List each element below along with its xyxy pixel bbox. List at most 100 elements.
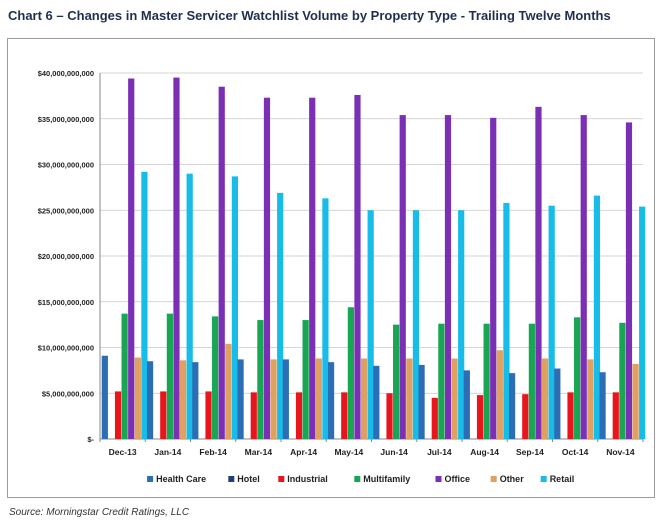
- bar-retail: [322, 198, 329, 439]
- bar-other: [315, 358, 322, 439]
- bar-industrial: [612, 392, 619, 439]
- legend-label: Hotel: [237, 474, 259, 484]
- bar-retail: [231, 176, 239, 439]
- legend-swatch: [147, 476, 154, 482]
- bar-multifamily: [166, 313, 173, 439]
- y-tick-label: $25,000,000,000: [38, 206, 94, 215]
- bar-office: [535, 106, 542, 439]
- legend-label: Other: [500, 474, 525, 484]
- bar-retail: [639, 206, 646, 439]
- bar-other: [225, 343, 232, 439]
- bar-multifamily: [528, 323, 535, 439]
- x-tick-labels: Dec-13 Jan-14 Feb-14 Mar-14 Apr-14 May-14 Jun-…: [109, 447, 635, 457]
- bar-other: [632, 363, 639, 439]
- x-tick-label: Dec-13: [109, 447, 137, 457]
- bar-retail: [367, 210, 374, 439]
- bar-other: [179, 360, 187, 439]
- bar-other: [134, 357, 141, 439]
- bar-office: [580, 115, 587, 439]
- bar-industrial: [476, 395, 484, 439]
- chart-title: Chart 6 – Changes in Master Servicer Wat…: [8, 8, 611, 23]
- bar-industrial: [522, 394, 529, 439]
- bar-other: [496, 350, 503, 439]
- bar-retail: [277, 192, 284, 439]
- source-note: Source: Morningstar Credit Ratings, LLC: [9, 507, 190, 518]
- bar-office: [354, 94, 361, 440]
- bar-office: [128, 78, 135, 440]
- bar-industrial: [431, 397, 438, 439]
- bar-health-care: [418, 364, 425, 439]
- bars: [101, 77, 646, 440]
- bar-health-care: [373, 365, 380, 439]
- x-tick-label: Aug-14: [470, 447, 499, 457]
- bar-multifamily: [574, 317, 581, 439]
- bar-office: [263, 97, 271, 439]
- x-tick-label: Oct-14: [562, 447, 589, 457]
- bar-other: [451, 358, 458, 439]
- bar-industrial: [160, 391, 167, 439]
- legend-swatch: [490, 476, 497, 482]
- y-tick-label: $15,000,000,000: [38, 298, 94, 307]
- bar-multifamily: [438, 323, 445, 439]
- y-tick-labels: $- $5,000,000,000 $10,000,000,000 $15,000,0…: [38, 69, 95, 444]
- legend-label: Health Care: [156, 474, 206, 484]
- bar-office: [173, 77, 180, 439]
- x-tick-label: Apr-14: [290, 447, 317, 457]
- legend-label: Industrial: [287, 474, 328, 484]
- x-tick-label: Feb-14: [199, 447, 227, 457]
- bar-health-care: [237, 359, 244, 439]
- bar-multifamily: [257, 320, 264, 439]
- bar-retail: [186, 173, 193, 439]
- y-tick-label: $5,000,000,000: [42, 389, 94, 398]
- y-tick-label: $35,000,000,000: [38, 115, 94, 124]
- bar-office: [444, 115, 452, 439]
- bar-office: [490, 117, 497, 440]
- legend-label: Multifamily: [363, 474, 410, 484]
- x-tick-label: Jun-14: [380, 447, 408, 457]
- legend-swatch: [228, 476, 235, 482]
- legend-label: Office: [445, 474, 471, 484]
- bar-retail: [141, 171, 148, 439]
- bar-health-care: [101, 355, 108, 439]
- bar-office: [309, 97, 316, 439]
- bar-multifamily: [347, 307, 354, 439]
- bar-retail: [458, 210, 465, 439]
- bar-other: [360, 358, 368, 439]
- bar-office: [218, 86, 225, 439]
- legend-label: Retail: [550, 474, 575, 484]
- bar-health-care: [463, 370, 470, 439]
- bar-industrial: [386, 393, 393, 439]
- y-tick-label: $10,000,000,000: [38, 344, 94, 353]
- bar-multifamily: [212, 316, 219, 439]
- y-tick-label: $20,000,000,000: [38, 252, 94, 261]
- bar-office: [625, 122, 633, 439]
- bar-retail: [503, 202, 510, 439]
- legend-swatch: [540, 476, 547, 482]
- bar-health-care: [554, 368, 561, 439]
- bar-industrial: [205, 391, 212, 439]
- x-tick-label: Jan-14: [154, 447, 181, 457]
- bar-health-care: [508, 373, 516, 439]
- x-tick-label: May-14: [334, 447, 363, 457]
- bar-industrial: [295, 392, 303, 439]
- x-tick-label: Sep-14: [516, 447, 544, 457]
- bar-retail: [548, 205, 555, 439]
- bar-health-care: [192, 362, 199, 439]
- x-tick-label: Nov-14: [606, 447, 635, 457]
- legend-swatch: [435, 476, 442, 482]
- bar-health-care: [599, 372, 606, 439]
- bar-retail: [593, 195, 601, 439]
- legend-swatch: [354, 476, 361, 482]
- bar-industrial: [250, 392, 257, 439]
- bar-industrial: [114, 391, 122, 439]
- bar-industrial: [341, 392, 348, 439]
- legend: Health Care Hotel Industrial Multifamily Off…: [147, 474, 574, 484]
- bar-other: [541, 358, 549, 439]
- y-tick-label: $30,000,000,000: [38, 161, 94, 170]
- bar-multifamily: [619, 322, 626, 439]
- bar-multifamily: [302, 320, 309, 439]
- bar-multifamily: [393, 324, 400, 439]
- x-tick-label: Jul-14: [427, 447, 452, 457]
- bar-health-care: [327, 362, 335, 439]
- bar-other: [270, 359, 277, 439]
